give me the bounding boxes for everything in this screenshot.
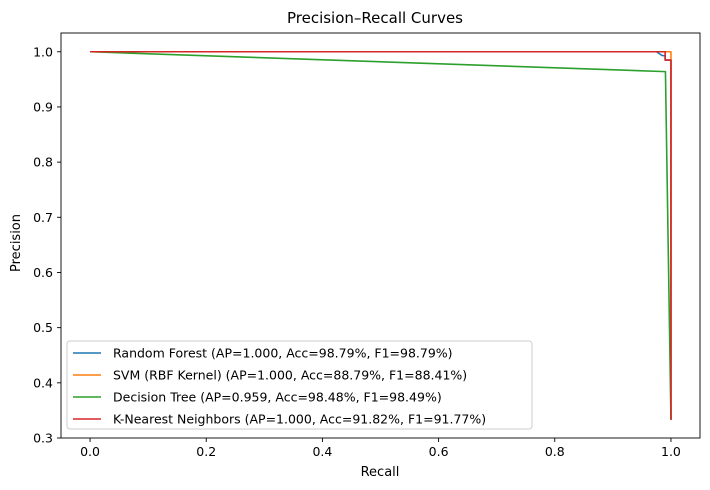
- legend: Random Forest (AP=1.000, Acc=98.79%, F1=…: [66, 340, 533, 430]
- legend-label: SVM (RBF Kernel) (AP=1.000, Acc=88.79%, …: [113, 368, 467, 383]
- x-tick-label: 1.0: [661, 444, 681, 459]
- y-tick-label: 0.5: [33, 320, 53, 335]
- legend-label: K-Nearest Neighbors (AP=1.000, Acc=91.82…: [113, 412, 486, 427]
- y-tick-label: 1.0: [33, 44, 53, 59]
- legend-label: Decision Tree (AP=0.959, Acc=98.48%, F1=…: [113, 390, 442, 405]
- x-tick-label: 0.0: [80, 444, 100, 459]
- x-tick-label: 0.4: [312, 444, 332, 459]
- x-tick-label: 0.8: [545, 444, 565, 459]
- series-layer: [90, 50, 672, 420]
- legend-box: [66, 340, 533, 430]
- legend-label: Random Forest (AP=1.000, Acc=98.79%, F1=…: [113, 346, 453, 361]
- chart-title: Precision–Recall Curves: [287, 9, 463, 27]
- x-tick-label: 0.6: [429, 444, 449, 459]
- y-tick-label: 0.6: [33, 265, 53, 280]
- series-line-3: [90, 50, 672, 420]
- y-tick-label: 0.7: [33, 210, 53, 225]
- y-tick-label: 0.8: [33, 155, 53, 170]
- y-tick-label: 0.9: [33, 99, 53, 114]
- y-tick-label: 0.4: [33, 375, 53, 390]
- y-axis-label: Precision: [9, 214, 24, 272]
- x-tick-label: 0.2: [196, 444, 216, 459]
- series-line-4: [90, 50, 672, 420]
- x-axis-label: Recall: [361, 465, 400, 480]
- ticks-layer: 0.0 0.2 0.4 0.6 0.8 1.0 0.3 0.4 0.5 0.6 0.7 0.8 0.9 1…: [33, 44, 681, 459]
- y-tick-label: 0.3: [33, 431, 53, 446]
